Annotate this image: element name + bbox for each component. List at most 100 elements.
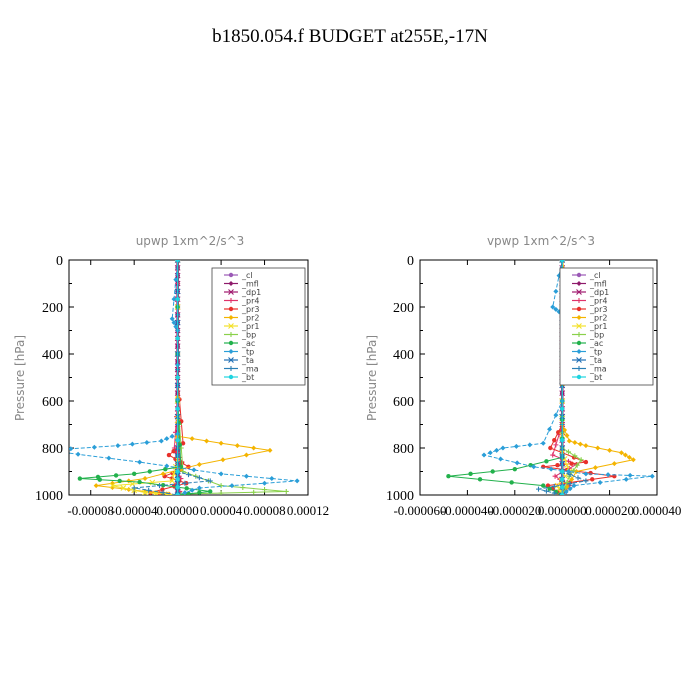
data-point <box>173 277 179 283</box>
y-tick-label: 1000 <box>35 489 63 504</box>
data-point <box>575 475 581 481</box>
data-point <box>171 448 176 454</box>
data-point <box>552 473 558 479</box>
data-point <box>574 462 580 468</box>
series-upwp-pr1 <box>109 260 181 495</box>
legend-marker <box>576 306 582 312</box>
data-point <box>283 488 289 494</box>
data-point <box>550 304 556 310</box>
data-point <box>166 452 172 458</box>
data-point <box>571 483 577 489</box>
data-point <box>175 296 180 302</box>
legend-label: _bp <box>241 331 256 340</box>
data-point <box>75 451 81 457</box>
legend-label: _mfl <box>241 280 259 289</box>
data-point <box>544 459 549 464</box>
x-tick-label: -0.000060 <box>393 503 446 518</box>
legend-marker <box>576 357 582 363</box>
legend-upwp: _cl_mfl_dp1_pr4_pr3_pr2_pr1_bp_ac_tp_ta_… <box>211 267 306 386</box>
data-point <box>562 427 568 433</box>
data-point <box>97 477 102 482</box>
data-point <box>131 485 137 491</box>
data-point <box>180 441 186 446</box>
data-point <box>174 492 181 495</box>
data-point <box>551 483 557 489</box>
legend-label: _mfl <box>589 280 607 289</box>
data-point <box>553 442 559 448</box>
data-point <box>490 469 495 474</box>
y-tick-label: 600 <box>42 395 63 410</box>
data-point <box>553 288 559 294</box>
series-line <box>69 260 298 495</box>
legend-marker <box>228 349 234 354</box>
data-point <box>137 459 143 465</box>
data-point <box>164 463 170 469</box>
y-axis-label-upwp: Pressure [hPa] <box>13 335 27 421</box>
data-point <box>560 406 565 412</box>
legend-marker <box>576 272 582 278</box>
y-tick-label: 400 <box>393 348 414 363</box>
data-point <box>186 491 191 495</box>
data-point <box>158 438 164 444</box>
series-upwp-ac <box>77 260 213 495</box>
data-point <box>551 490 557 495</box>
data-point <box>607 447 613 453</box>
data-point <box>494 447 500 453</box>
series-line <box>150 260 190 495</box>
data-point <box>175 477 180 482</box>
legend-marker <box>576 281 582 286</box>
x-tick-label: -0.00008 <box>67 503 114 518</box>
data-point <box>93 483 99 489</box>
data-point <box>120 485 127 491</box>
data-point <box>117 478 122 484</box>
data-point <box>578 457 584 463</box>
data-point <box>560 260 565 263</box>
panel-upwp: upwp 1xm^2/s^3 Pressure [hPa] 0 200 400 600… <box>13 234 329 518</box>
data-point <box>197 490 202 495</box>
x-tick-label: 0.000020 <box>585 503 634 518</box>
data-point <box>113 473 119 478</box>
legend-marker <box>576 366 582 371</box>
data-point <box>597 479 603 485</box>
data-point <box>509 480 514 485</box>
y-tick-label: 1000 <box>386 489 414 504</box>
data-point <box>550 452 556 458</box>
data-point <box>175 469 180 474</box>
legend-marker <box>228 289 234 295</box>
data-point <box>129 441 135 447</box>
legend-label: _pr4 <box>589 297 607 306</box>
data-point <box>173 324 179 330</box>
data-point <box>189 436 195 442</box>
data-point <box>196 475 202 481</box>
data-point <box>160 490 166 495</box>
data-point <box>77 476 83 481</box>
y-tick-label: 0 <box>407 254 414 269</box>
legend-marker <box>576 349 582 354</box>
data-point <box>547 486 552 491</box>
data-point <box>547 426 553 432</box>
legend-vpwp: _cl_mfl_dp1_pr4_pr3_pr2_pr1_bp_ac_tp_ta_… <box>559 267 654 386</box>
data-point <box>262 487 268 493</box>
data-point <box>115 443 121 449</box>
legend-label: _pr3 <box>589 305 607 314</box>
data-point <box>243 473 249 479</box>
data-point <box>204 438 210 444</box>
data-point <box>477 477 483 482</box>
data-point <box>543 488 549 494</box>
y-tick-label: 400 <box>42 348 63 363</box>
data-point <box>560 469 565 474</box>
legend-marker <box>228 332 234 337</box>
data-point <box>229 483 235 489</box>
data-point <box>560 477 565 482</box>
legend-label: _ac <box>241 339 255 348</box>
data-point <box>569 476 575 482</box>
panel-title-upwp: upwp 1xm^2/s^3 <box>136 234 245 248</box>
data-point <box>512 466 517 472</box>
panel-vpwp: vpwp 1xm^2/s^3 Pressure [hPa] 0 200 400 600… <box>365 234 681 518</box>
data-point <box>622 452 628 458</box>
legend-marker <box>576 374 582 380</box>
data-point <box>175 336 180 341</box>
legend-marker <box>576 289 582 295</box>
x-tick-label: 0.00012 <box>287 503 329 518</box>
